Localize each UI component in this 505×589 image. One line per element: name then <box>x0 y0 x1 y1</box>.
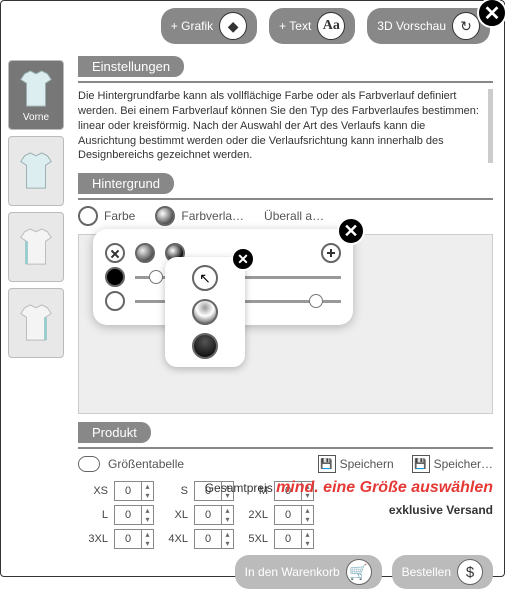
gradient-canvas[interactable]: ✕ <box>78 234 493 414</box>
step-down-icon[interactable]: ▾ <box>142 539 153 548</box>
slider-knob-2[interactable] <box>309 294 323 308</box>
size-label: S <box>158 485 190 497</box>
add-graphic-label: + Grafik <box>171 19 213 33</box>
price-block: Gesamtpreis mind. eine Größe auswählen e… <box>205 479 493 517</box>
step-up-icon[interactable]: ▴ <box>142 506 153 515</box>
size-label: 4XL <box>158 533 190 545</box>
top-toolbar: + Grafik ◆ + Text Aa 3D Vorschau ↻ <box>161 8 490 44</box>
opt-solid-label: Farbe <box>104 209 135 223</box>
thumb-front-label: Vorne <box>23 112 49 123</box>
product-header: Produkt <box>78 422 151 443</box>
step-down-icon[interactable]: ▾ <box>142 515 153 524</box>
direction-linear-icon[interactable] <box>192 333 218 359</box>
size-stepper[interactable]: 0▴▾ <box>114 529 154 549</box>
cart-label: In den Warenkorb <box>245 565 340 579</box>
size-stepper[interactable]: 0▴▾ <box>274 529 314 549</box>
tape-icon <box>78 456 100 472</box>
thumb-left[interactable] <box>8 212 64 282</box>
save-icon: 💾 <box>318 455 336 473</box>
rotate-icon: ↻ <box>452 12 480 40</box>
text-icon: Aa <box>317 12 345 40</box>
direction-popover: ✕ ↖ <box>165 257 245 367</box>
step-up-icon[interactable]: ▴ <box>222 530 233 539</box>
thumb-front[interactable]: Vorne <box>8 60 64 130</box>
excl-shipping: exklusive Versand <box>205 503 493 517</box>
solid-swatch-icon <box>78 206 98 226</box>
size-value: 0 <box>115 482 141 500</box>
step-down-icon[interactable]: ▾ <box>142 491 153 500</box>
size-stepper[interactable]: 0▴▾ <box>114 505 154 525</box>
save-button[interactable]: 💾 Speichern <box>318 455 394 473</box>
view-thumbnail-list: Vorne <box>8 60 64 358</box>
add-text-button[interactable]: + Text Aa <box>269 8 355 44</box>
step-down-icon[interactable]: ▾ <box>222 539 233 548</box>
gradient-preset-1[interactable] <box>135 243 155 263</box>
close-icon[interactable]: ✕ <box>477 0 505 28</box>
size-value: 0 <box>115 506 141 524</box>
settings-description: Die Hintergrundfarbe kann als vollflächi… <box>78 89 493 163</box>
step-up-icon[interactable]: ▴ <box>142 530 153 539</box>
price-label: Gesamtpreis <box>205 481 273 495</box>
order-button[interactable]: Bestellen $ <box>392 555 493 589</box>
size-value: 0 <box>195 530 221 548</box>
palette-popover: ✕ <box>93 229 353 325</box>
cart-icon: 🛒 <box>346 559 372 585</box>
slider-knob-1[interactable] <box>149 270 163 284</box>
sizetable-link[interactable]: Größentabelle <box>108 457 184 471</box>
add-to-cart-button[interactable]: In den Warenkorb 🛒 <box>235 555 382 589</box>
size-label: 5XL <box>238 533 270 545</box>
content-column: Einstellungen Die Hintergrundfarbe kann … <box>78 56 493 567</box>
thumb-back[interactable] <box>8 136 64 206</box>
opt-solid-color[interactable]: Farbe <box>78 206 135 226</box>
save-as-label: Speicher… <box>434 457 493 471</box>
size-stepper[interactable]: 0▴▾ <box>114 481 154 501</box>
save-as-icon: 💾 <box>412 455 430 473</box>
size-label: L <box>78 509 110 521</box>
preview-3d-button[interactable]: 3D Vorschau ↻ <box>367 8 490 44</box>
remove-stop-icon[interactable] <box>105 243 125 263</box>
preview-3d-label: 3D Vorschau <box>377 19 446 33</box>
thumb-right[interactable] <box>8 288 64 358</box>
palette-close-icon[interactable]: ✕ <box>337 217 365 245</box>
add-text-label: + Text <box>279 19 311 33</box>
opt-everywhere[interactable]: Überall a… <box>264 209 324 223</box>
size-stepper[interactable]: 0▴▾ <box>194 529 234 549</box>
add-stop-icon[interactable] <box>321 243 341 263</box>
graphic-icon: ◆ <box>219 12 247 40</box>
add-graphic-button[interactable]: + Grafik ◆ <box>161 8 257 44</box>
stop-color-white[interactable] <box>105 291 125 311</box>
background-options: Farbe Farbverla… Überall a… <box>78 206 493 226</box>
background-header: Hintergrund <box>78 173 174 194</box>
size-value: 0 <box>115 530 141 548</box>
size-label: 3XL <box>78 533 110 545</box>
save-label: Speichern <box>340 457 394 471</box>
dollar-icon: $ <box>457 559 483 585</box>
price-warning: mind. eine Größe auswählen <box>276 479 493 496</box>
size-label: XS <box>78 485 110 497</box>
direction-radial-icon[interactable] <box>192 299 218 325</box>
size-value: 0 <box>275 530 301 548</box>
opt-gradient[interactable]: Farbverla… <box>155 206 244 226</box>
direction-draw-icon[interactable]: ↖ <box>192 265 218 291</box>
settings-header: Einstellungen <box>78 56 184 77</box>
step-up-icon[interactable]: ▴ <box>302 530 313 539</box>
order-label: Bestellen <box>402 565 451 579</box>
step-down-icon[interactable]: ▾ <box>302 539 313 548</box>
gradient-swatch-icon <box>155 206 175 226</box>
save-as-button[interactable]: 💾 Speicher… <box>412 455 493 473</box>
opt-everywhere-label: Überall a… <box>264 209 324 223</box>
step-up-icon[interactable]: ▴ <box>142 482 153 491</box>
stop-color-black[interactable] <box>105 267 125 287</box>
size-label: XL <box>158 509 190 521</box>
opt-gradient-label: Farbverla… <box>181 209 244 223</box>
